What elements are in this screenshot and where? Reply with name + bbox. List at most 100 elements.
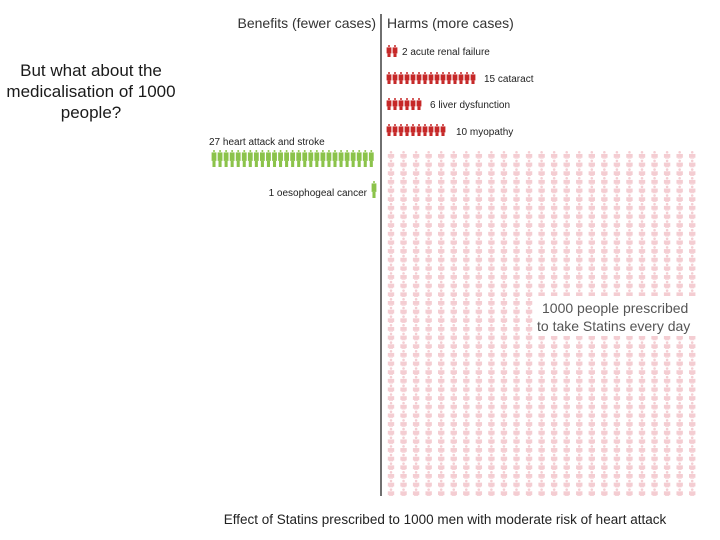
population-person-icon [525, 176, 533, 185]
population-person-icon [638, 159, 646, 168]
population-person-icon [513, 488, 520, 496]
population-person-icon [425, 375, 432, 384]
population-person-icon [525, 341, 533, 349]
population-person-icon [513, 176, 520, 185]
population-person-icon [563, 263, 570, 272]
population-person-icon [425, 427, 432, 436]
population-person-icon [513, 341, 520, 349]
population-person-icon [475, 315, 483, 323]
population-person-icon [601, 341, 608, 349]
population-person-icon [613, 280, 621, 289]
population-person-icon [387, 202, 395, 211]
harm-person-icon [410, 124, 416, 136]
population-person-icon [475, 419, 483, 427]
population-person-icon [626, 419, 633, 427]
population-person-icon [550, 367, 558, 375]
population-person-icon [538, 479, 545, 488]
harm-person-icon [452, 72, 458, 84]
population-person-icon [412, 410, 420, 419]
population-person-icon [450, 367, 457, 375]
population-person-icon [513, 479, 520, 488]
population-person-icon [488, 246, 495, 254]
population-person-icon [550, 453, 558, 462]
population-person-icon [513, 367, 520, 375]
population-person-icon [500, 393, 508, 401]
population-person-icon [425, 384, 432, 393]
population-person-icon [613, 427, 621, 436]
population-person-icon [387, 254, 395, 263]
population-person-icon [475, 289, 483, 297]
population-person-icon [488, 453, 495, 462]
population-person-icon [538, 176, 545, 185]
population-person-icon [626, 462, 633, 470]
population-person-icon [438, 289, 445, 297]
population-person-icon [613, 349, 621, 358]
population-person-icon [400, 194, 407, 202]
population-person-icon [663, 151, 671, 159]
population-person-icon [576, 237, 583, 246]
harm-person-icon [416, 98, 422, 110]
population-person-icon [438, 220, 445, 228]
population-person-icon [626, 289, 633, 297]
population-person-icon [626, 280, 633, 289]
population-person-icon [576, 445, 583, 453]
population-person-icon [588, 159, 595, 168]
population-person-icon [387, 332, 395, 341]
population-person-icon [412, 237, 420, 246]
population-person-icon [689, 367, 696, 375]
population-person-icon [626, 367, 633, 375]
population-person-icon [438, 427, 445, 436]
population-person-icon [525, 436, 533, 445]
population-person-icon [412, 220, 420, 228]
population-person-icon [638, 272, 646, 280]
population-person-icon [525, 306, 533, 315]
population-person-icon [475, 471, 483, 479]
population-person-icon [689, 254, 696, 263]
population-person-icon [513, 410, 520, 419]
population-label-bg [536, 296, 702, 336]
population-person-icon [500, 246, 508, 254]
population-person-icon [450, 419, 457, 427]
population-person-icon [525, 254, 533, 263]
population-person-icon [676, 289, 683, 297]
population-person-icon [663, 453, 671, 462]
population-person-icon [613, 263, 621, 272]
population-person-icon [550, 246, 558, 254]
population-person-icon [563, 488, 570, 496]
population-person-icon [450, 263, 457, 272]
population-person-icon [676, 272, 683, 280]
population-person-icon [563, 289, 570, 297]
population-person-icon [576, 202, 583, 211]
population-person-icon [500, 401, 508, 410]
population-person-icon [613, 341, 621, 349]
population-person-icon [513, 453, 520, 462]
population-person-icon [400, 298, 407, 306]
population-person-icon [387, 488, 395, 496]
population-person-icon [651, 427, 658, 436]
population-person-icon [525, 168, 533, 176]
harm-person-icon [398, 72, 404, 84]
population-person-icon [500, 488, 508, 496]
population-person-icon [576, 211, 583, 220]
population-person-icon [463, 176, 470, 185]
population-person-icon [663, 237, 671, 246]
population-person-icon [387, 324, 395, 332]
harm-label-myopathy: 10 myopathy [456, 127, 513, 138]
population-person-icon [689, 159, 696, 168]
population-person-icon [400, 367, 407, 375]
population-person-icon [400, 246, 407, 254]
chart-caption: Effect of Statins prescribed to 1000 men… [224, 512, 667, 527]
population-person-icon [689, 220, 696, 228]
population-person-icon [525, 479, 533, 488]
population-person-icon [638, 471, 646, 479]
population-person-icon [663, 349, 671, 358]
population-person-icon [425, 202, 432, 211]
population-person-icon [450, 375, 457, 384]
population-person-icon [463, 349, 470, 358]
population-person-icon [626, 202, 633, 211]
population-person-icon [425, 289, 432, 297]
population-person-icon [450, 462, 457, 470]
population-person-icon [425, 298, 432, 306]
population-person-icon [588, 393, 595, 401]
population-person-icon [626, 375, 633, 384]
